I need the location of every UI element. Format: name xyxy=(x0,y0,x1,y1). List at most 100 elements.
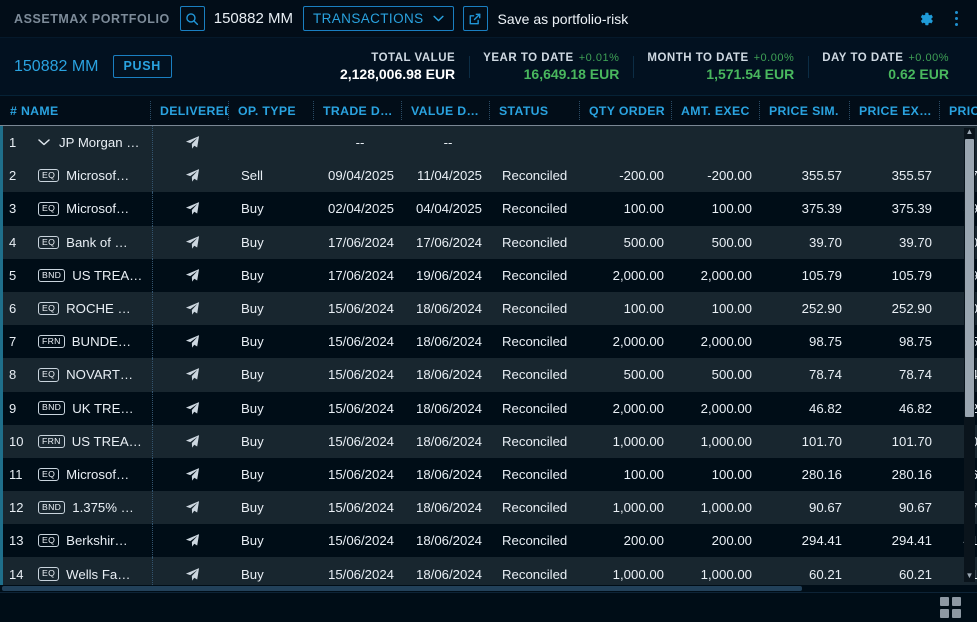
table-row[interactable]: 5 BND US TREA… Buy 17/06/2024 19/06/2024 Recon… xyxy=(0,258,977,293)
cell-name[interactable]: 9 BND UK TRE… xyxy=(3,391,153,425)
horizontal-scrollbar[interactable] xyxy=(0,585,977,592)
cell-name[interactable]: 6 EQ ROCHE … xyxy=(3,291,153,326)
cell-status: Reconciled xyxy=(502,168,568,184)
column-header-value-date[interactable]: VALUE D… xyxy=(401,96,489,125)
send-icon[interactable] xyxy=(153,159,231,192)
cell-name[interactable]: 14 EQ Wells Fa… xyxy=(3,557,153,591)
cell-name[interactable]: 5 BND US TREA… xyxy=(3,258,153,292)
table-row[interactable]: 2 EQ Microsof… Sell 09/04/2025 11/04/2025 Reco… xyxy=(0,159,977,193)
cell-amt-exec: 200.00 xyxy=(711,533,752,549)
column-header-trade-date[interactable]: TRADE D… xyxy=(313,96,401,125)
cell-status: Reconciled xyxy=(502,267,568,283)
cell-name[interactable]: 3 EQ Microsof… xyxy=(3,192,153,226)
table-row[interactable]: 6 EQ ROCHE … Buy 15/06/2024 18/06/2024 Reconci… xyxy=(0,291,977,326)
scrollbar-track[interactable] xyxy=(965,418,974,572)
grid-view-icon[interactable] xyxy=(940,597,961,618)
instrument-name: JP Morgan Deut… xyxy=(59,135,143,151)
send-icon[interactable] xyxy=(153,358,231,391)
cell-price-exec: 280.16 xyxy=(891,466,932,482)
send-icon[interactable] xyxy=(153,126,231,159)
transactions-table: # NAME DELIVERED OP. TYPE TRADE D… VALUE… xyxy=(0,96,977,592)
instrument-type-badge: EQ xyxy=(38,202,60,216)
table-row[interactable]: 4 EQ Bank of … Buy 17/06/2024 17/06/2024 Recon… xyxy=(0,225,977,259)
send-icon[interactable] xyxy=(153,557,231,590)
cell-name[interactable]: 4 EQ Bank of … xyxy=(3,225,153,259)
cell-name[interactable]: 7 FRN BUNDE… xyxy=(3,325,153,359)
cell-price-exec: 294.41 xyxy=(891,533,932,549)
cell-value-date: 18/06/2024 xyxy=(415,466,482,482)
send-icon[interactable] xyxy=(153,325,231,358)
external-link-icon[interactable] xyxy=(462,6,488,31)
send-icon[interactable] xyxy=(153,425,231,458)
cell-trade-date: 15/06/2024 xyxy=(327,301,394,317)
cell-price-exec xyxy=(852,126,942,159)
search-input[interactable]: 150882 MM xyxy=(213,10,293,27)
cell-op-type: Buy xyxy=(241,533,264,549)
cell-name[interactable]: 2 EQ Microsof… xyxy=(3,159,153,193)
chevron-down-icon[interactable] xyxy=(38,137,50,149)
column-header-qty-order[interactable]: QTY ORDER xyxy=(579,96,671,125)
cell-name[interactable]: 8 EQ NOVART… xyxy=(3,358,153,392)
search-icon[interactable] xyxy=(179,6,205,31)
instrument-name: BUNDE… xyxy=(71,334,132,350)
cell-op-type: Buy xyxy=(241,334,264,350)
send-icon[interactable] xyxy=(153,524,231,557)
metric-label: DAY TO DATE xyxy=(822,51,904,64)
send-icon[interactable] xyxy=(153,192,231,225)
send-icon[interactable] xyxy=(153,226,231,259)
cell-amt-exec: 100.00 xyxy=(711,301,752,317)
column-header-name[interactable]: # NAME xyxy=(10,103,59,118)
save-as-label[interactable]: Save as portfolio-risk xyxy=(497,10,629,27)
cell-value-date: -- xyxy=(443,135,453,151)
cell-value-date: 18/06/2024 xyxy=(415,566,482,582)
table-row[interactable]: 1 JP Morgan Deut… -- -- xyxy=(0,126,977,160)
transactions-dropdown[interactable]: TRANSACTIONS xyxy=(302,6,454,31)
scrollbar-thumb[interactable] xyxy=(965,139,974,417)
column-header-price-sim[interactable]: PRICE SIM. xyxy=(759,96,849,125)
column-header-price-exec[interactable]: PRICE EX… xyxy=(849,96,939,125)
column-header-status[interactable]: STATUS xyxy=(489,96,579,125)
send-icon[interactable] xyxy=(153,392,231,425)
table-row[interactable]: 3 EQ Microsof… Buy 02/04/2025 04/04/2025 Recon… xyxy=(0,192,977,226)
cell-op-type: Buy xyxy=(241,500,264,516)
send-icon[interactable] xyxy=(153,292,231,325)
vertical-scrollbar[interactable]: ▲ ▼ xyxy=(964,128,975,582)
table-row[interactable]: 8 EQ NOVART… Buy 15/06/2024 18/06/2024 Reconci… xyxy=(0,358,977,392)
push-button[interactable]: PUSH xyxy=(112,55,173,78)
metric-label: TOTAL VALUE xyxy=(371,51,456,64)
row-index: 14 xyxy=(9,566,24,582)
cell-trade-date: -- xyxy=(355,135,365,151)
cell-name[interactable]: 13 EQ Berkshir… xyxy=(3,524,153,558)
cell-name[interactable]: 1 JP Morgan Deut… xyxy=(3,126,153,160)
grid-cell xyxy=(940,597,949,606)
table-row[interactable]: 11 EQ Microsof… Buy 15/06/2024 18/06/2024 Reco… xyxy=(0,457,977,492)
cell-name[interactable]: 12 BND 1.375% … xyxy=(3,491,153,525)
cell-price-exec: 101.70 xyxy=(891,433,932,449)
table-row[interactable]: 13 EQ Berkshir… Buy 15/06/2024 18/06/2024 Reco… xyxy=(0,524,977,558)
send-icon[interactable] xyxy=(153,259,231,292)
column-header-amt-exec[interactable]: AMT. EXEC xyxy=(671,96,759,125)
table-row[interactable]: 10 FRN US TREA… Buy 15/06/2024 18/06/2024 Reco… xyxy=(0,424,977,459)
cell-name[interactable]: 10 FRN US TREA… xyxy=(3,424,153,458)
cell-qty-order: 100.00 xyxy=(623,466,664,482)
horizontal-scrollbar-thumb[interactable] xyxy=(2,586,802,591)
column-header-op-type[interactable]: OP. TYPE xyxy=(228,96,313,125)
cell-qty-order: -200.00 xyxy=(619,168,664,184)
send-icon[interactable] xyxy=(153,491,231,524)
scroll-up-icon[interactable]: ▲ xyxy=(965,127,974,136)
instrument-type-badge: EQ xyxy=(38,534,60,548)
table-row[interactable]: 7 FRN BUNDE… Buy 15/06/2024 18/06/2024 Reconci… xyxy=(0,325,977,359)
table-row[interactable]: 9 BND UK TRE… Buy 15/06/2024 18/06/2024 Reconc… xyxy=(0,391,977,425)
metric-label-row: DAY TO DATE +0.00% xyxy=(822,52,949,64)
vertical-dots-icon[interactable] xyxy=(949,9,963,28)
send-icon[interactable] xyxy=(153,458,231,491)
cell-name[interactable]: 11 EQ Microsof… xyxy=(3,457,153,492)
table-row[interactable]: 12 BND 1.375% … Buy 15/06/2024 18/06/2024 Reco… xyxy=(0,491,977,525)
scroll-down-icon[interactable]: ▼ xyxy=(965,571,974,580)
gear-icon[interactable] xyxy=(917,10,935,28)
row-index: 8 xyxy=(9,367,17,383)
cell-trade-date: 17/06/2024 xyxy=(327,267,394,283)
column-header-delivered[interactable]: DELIVERED xyxy=(150,96,228,125)
column-header-price-trunc[interactable]: PRIC xyxy=(939,96,977,125)
